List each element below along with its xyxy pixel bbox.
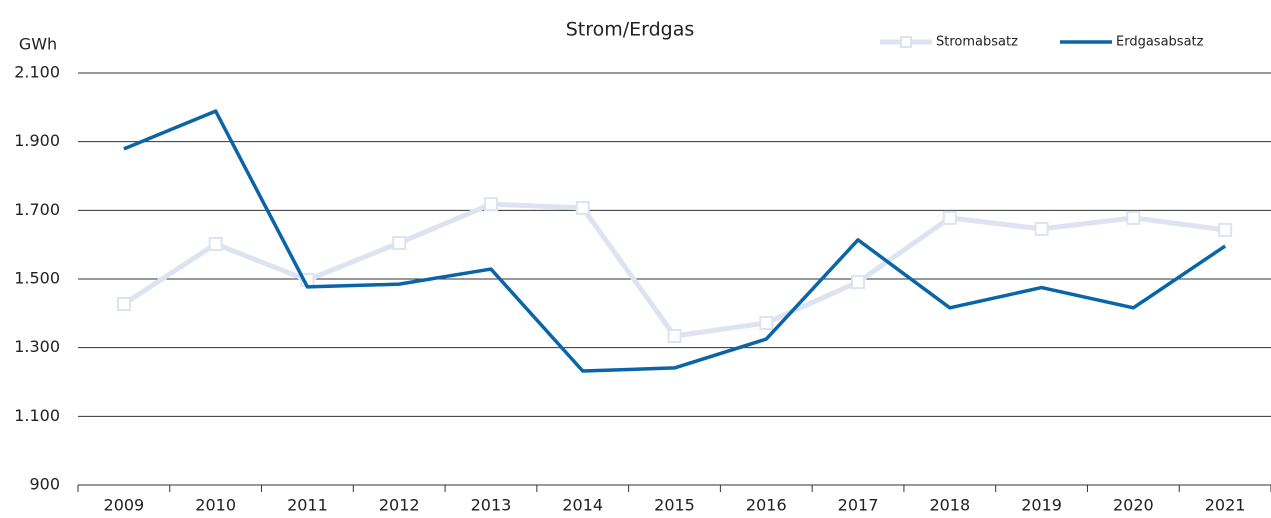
point-marker <box>392 235 407 250</box>
point-marker <box>851 275 866 290</box>
point-marker <box>483 197 498 212</box>
point-marker <box>575 200 590 215</box>
x-tick-label: 2014 <box>562 496 603 515</box>
y-tick-label: 1.900 <box>14 131 60 150</box>
point-marker <box>667 328 682 343</box>
x-tick-label: 2013 <box>471 496 512 515</box>
x-tick-label: 2018 <box>929 496 970 515</box>
x-tick-label: 2010 <box>195 496 236 515</box>
legend-label: Erdgasabsatz <box>1116 35 1204 50</box>
x-tick-label: 2015 <box>654 496 695 515</box>
series-line <box>123 109 1227 373</box>
point-marker <box>942 210 957 225</box>
x-tick-label: 2021 <box>1205 496 1246 515</box>
x-tick-label: 2009 <box>104 496 145 515</box>
point-marker <box>1034 221 1049 236</box>
y-tick-label: 900 <box>29 475 60 494</box>
x-tick-label: 2012 <box>379 496 420 515</box>
point-marker <box>759 315 774 330</box>
x-tick-label: 2011 <box>287 496 328 515</box>
y-tick-label: 2.100 <box>14 63 60 82</box>
chart-title: Strom/Erdgas <box>566 19 695 41</box>
x-tick-label: 2017 <box>838 496 879 515</box>
point-marker <box>1218 222 1233 237</box>
y-tick-label: 1.100 <box>14 406 60 425</box>
point-marker <box>208 236 223 251</box>
y-axis-label: GWh <box>19 35 57 54</box>
legend-label: Stromabsatz <box>936 35 1018 50</box>
y-tick-label: 1.700 <box>14 200 60 219</box>
y-tick-label: 1.500 <box>14 269 60 288</box>
point-marker <box>1126 210 1141 225</box>
series-line <box>122 201 1226 339</box>
x-tick-label: 2020 <box>1113 496 1154 515</box>
point-marker <box>116 297 131 312</box>
x-tick-label: 2019 <box>1021 496 1062 515</box>
y-tick-label: 1.300 <box>14 337 60 356</box>
x-tick-label: 2016 <box>746 496 787 515</box>
legend-marker <box>900 36 912 48</box>
